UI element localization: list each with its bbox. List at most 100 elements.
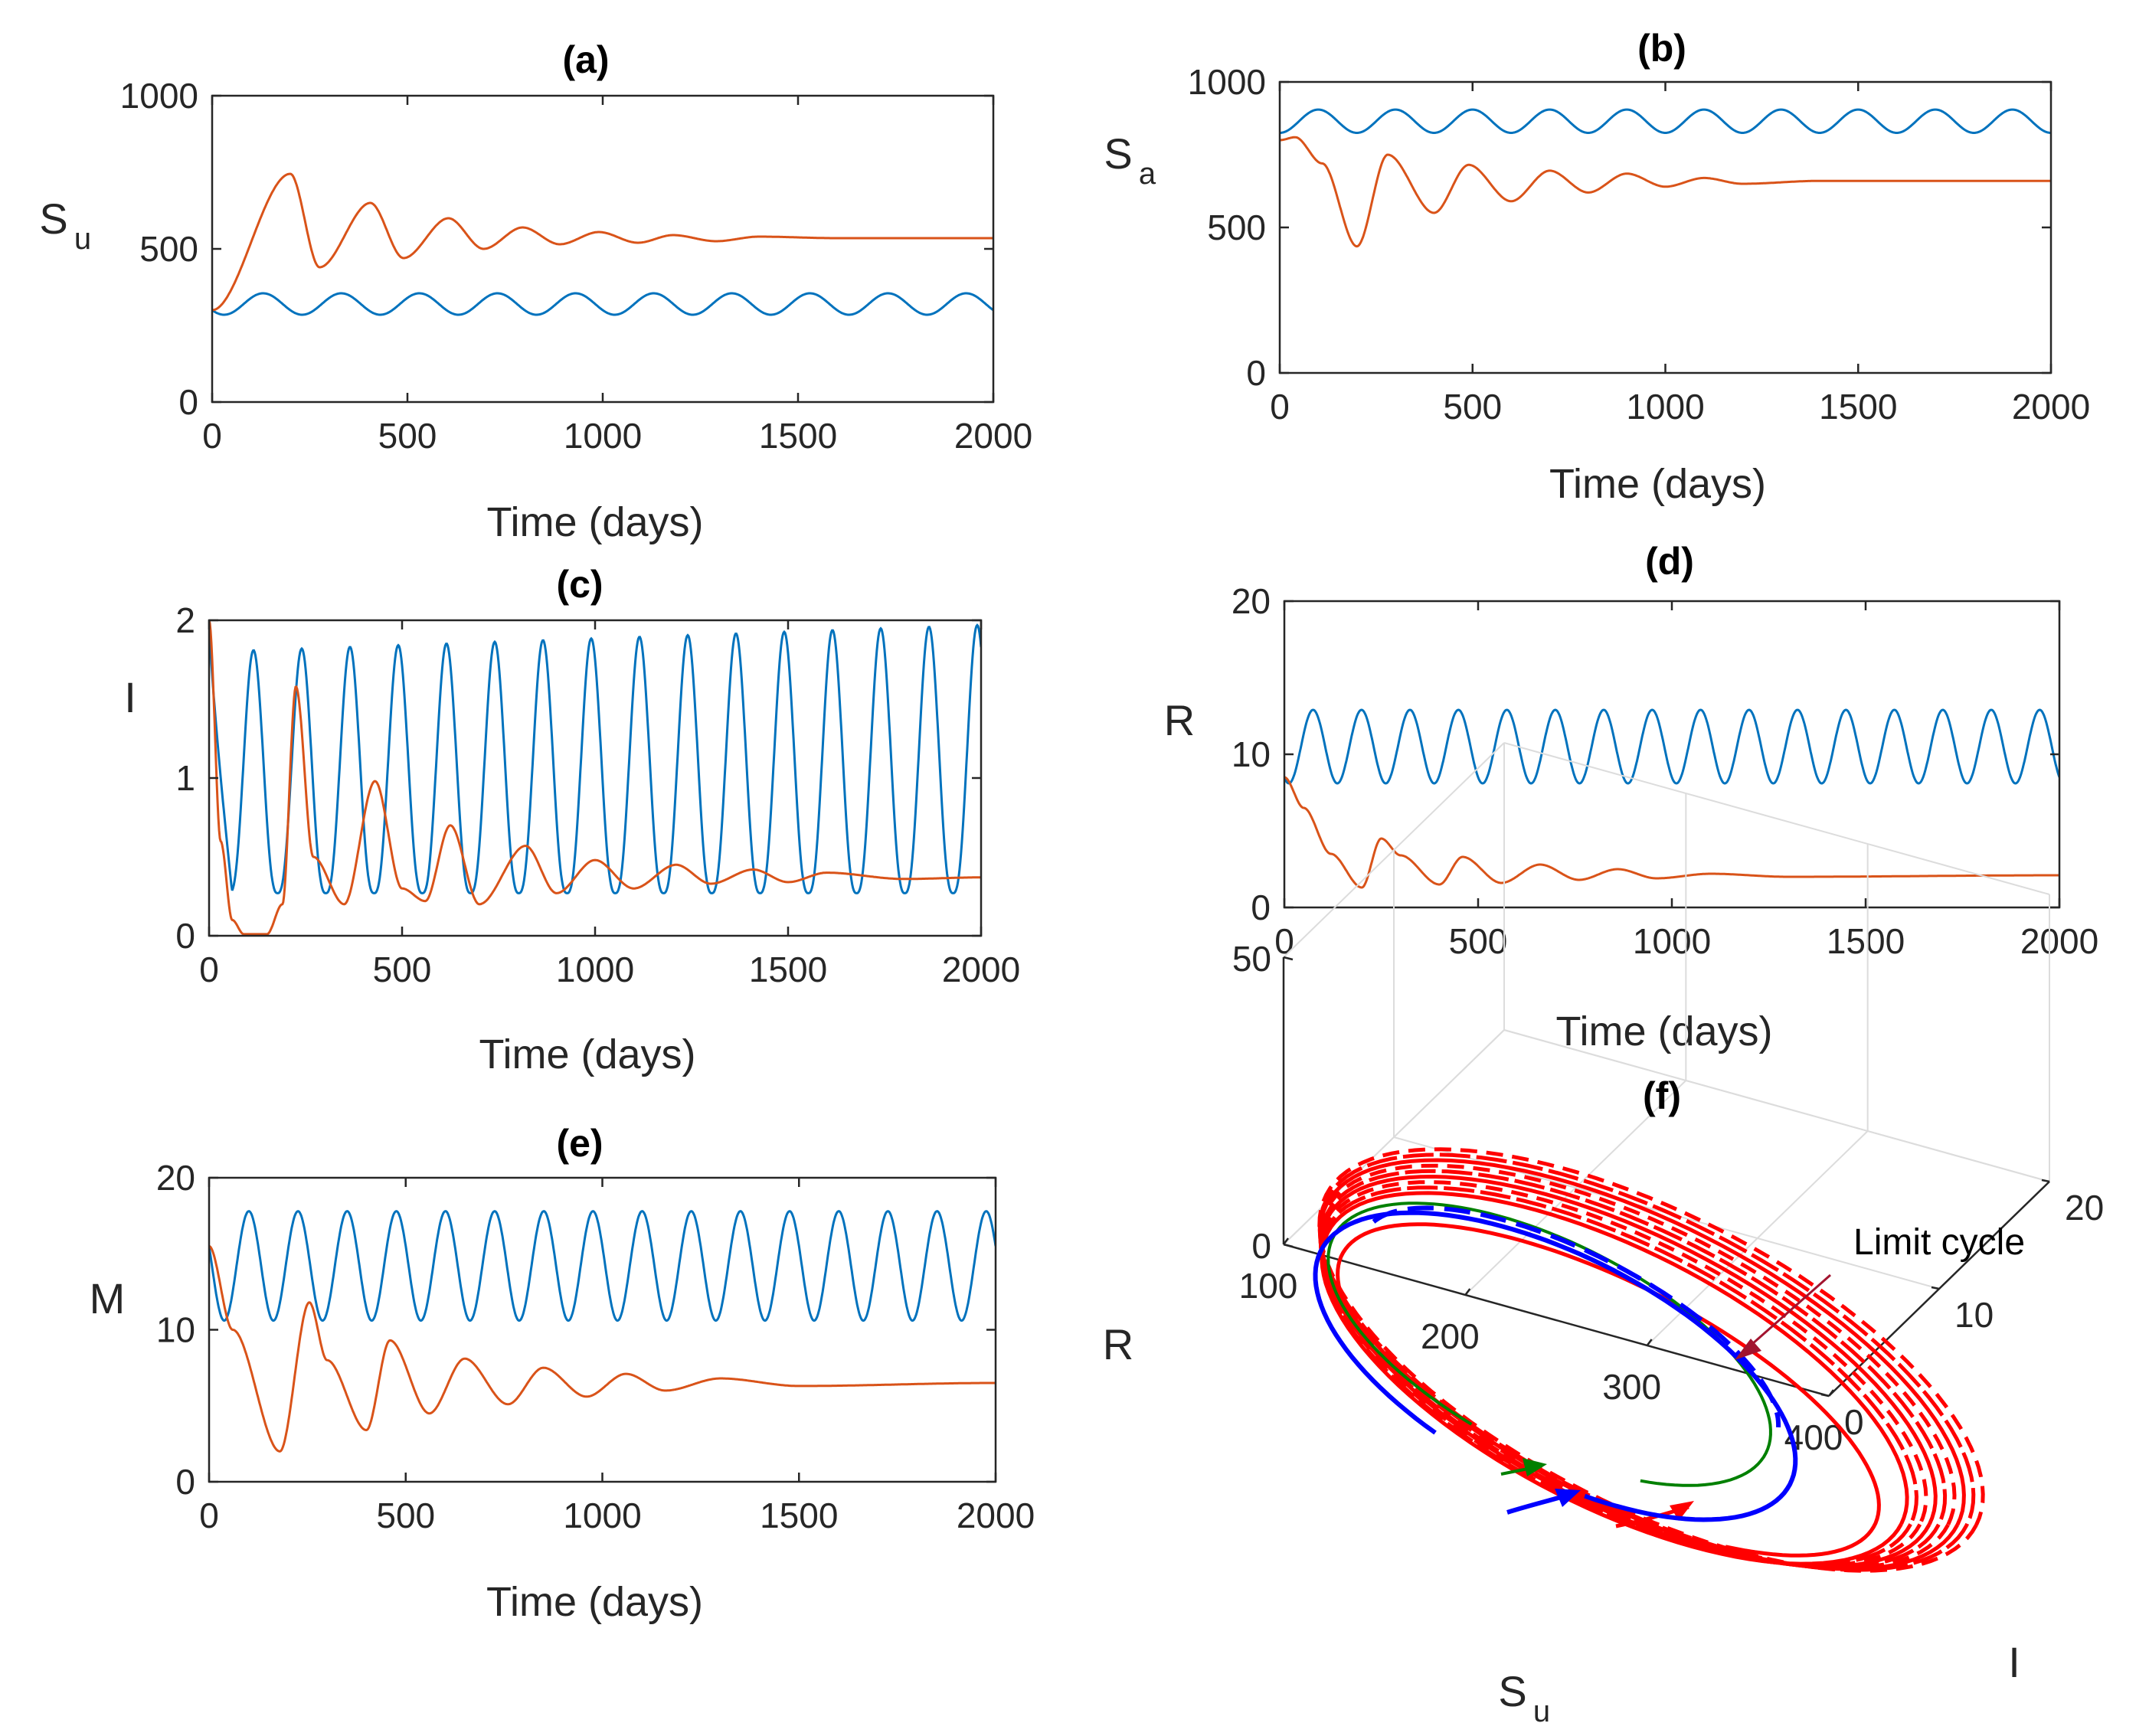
z-tick-label-f: 0 — [1251, 1226, 1271, 1266]
x-axis-label-a: Time (days) — [486, 499, 703, 545]
x-tick-label: 500 — [378, 416, 437, 456]
y-tick-label: 1 — [175, 758, 195, 798]
grid-sidewall-z — [1283, 742, 1505, 958]
series-blue-a — [212, 292, 993, 316]
x-tick-label: 1000 — [563, 1496, 641, 1535]
limit-cycle-arrowhead — [1735, 1339, 1761, 1360]
x-tick-label: 2000 — [954, 416, 1032, 456]
y-tick-label: 10 — [1232, 734, 1271, 774]
axes-frame-d — [1283, 600, 2061, 909]
axes-frame-b — [1278, 80, 2053, 374]
x-tick-label: 500 — [373, 950, 432, 989]
x-tick-label: 2000 — [942, 950, 1020, 989]
x-axis-line-f — [1283, 1243, 1830, 1398]
x-tick-label: 0 — [199, 1496, 219, 1535]
y-axis-label-d: R — [1164, 696, 1195, 744]
series-orange-e — [209, 1244, 996, 1453]
x-tick-label: 1500 — [1827, 921, 1905, 961]
panel-b: 0 500 1000 1500 2000 0 500 1000 (b) Time (days) S a — [1104, 27, 2090, 507]
y-tick-label: 0 — [1251, 888, 1271, 927]
blue-trajectory — [1313, 1210, 1798, 1522]
y-axis-label-sub-a: u — [74, 222, 91, 256]
y-tick-label: 2 — [175, 600, 195, 640]
x-axis-label-c: Time (days) — [479, 1031, 695, 1077]
x-tick-label: 1500 — [1819, 387, 1897, 427]
panel-title-d: (d) — [1645, 540, 1694, 583]
axes-frame-e — [208, 1176, 997, 1483]
y-tick-label-f: 10 — [1954, 1295, 1994, 1335]
red-trajectory-loop — [1320, 1191, 1909, 1566]
y-tick-mark-f — [1820, 1393, 1830, 1398]
x-axis-label-d: Time (days) — [1555, 1009, 1772, 1054]
x-tick-label: 0 — [1270, 387, 1290, 427]
y-tick-label: 20 — [156, 1158, 195, 1198]
y-tick-label: 0 — [178, 382, 198, 422]
y-axis-label-f: I — [2008, 1638, 2020, 1686]
y-tick-label: 1000 — [1188, 62, 1266, 102]
series-orange-c — [209, 620, 981, 936]
panel-title-a: (a) — [562, 38, 609, 81]
y-tick-mark-f — [2041, 1179, 2050, 1183]
x-tick-label: 1000 — [556, 950, 634, 989]
x-tick-label: 1000 — [1626, 387, 1704, 427]
series-blue-e — [209, 1210, 996, 1322]
x-tick-label: 1500 — [749, 950, 827, 989]
limit-cycle-annotation: Limit cycle — [1853, 1222, 2025, 1263]
green-trajectory — [1326, 1201, 1772, 1487]
panel-title-e: (e) — [556, 1122, 603, 1165]
series-orange-b — [1280, 136, 2051, 248]
y-tick-label: 10 — [156, 1310, 195, 1350]
y-axis-label-a: S — [39, 195, 67, 243]
z-tick-label-f: 50 — [1232, 939, 1271, 979]
x-tick-mark-f — [1646, 1339, 1653, 1346]
z-tick-mark-f — [1283, 956, 1294, 961]
x-tick-label: 0 — [199, 950, 219, 989]
x-tick-mark-f — [1464, 1288, 1471, 1296]
x-tick-label-f: 100 — [1239, 1266, 1298, 1306]
panel-c: 0 500 1000 1500 2000 0 1 2 (c) Time (days) I — [124, 563, 1020, 1077]
y-axis-label-sub-b: a — [1139, 157, 1156, 191]
grid-backwall-z — [1503, 742, 2050, 895]
x-tick-label: 2000 — [2020, 921, 2098, 961]
y-tick-label: 500 — [139, 229, 198, 269]
y-axis-label-b: S — [1104, 129, 1132, 178]
y-axis-label-e: M — [90, 1274, 126, 1322]
grid-backwall-z — [1503, 1029, 2050, 1182]
x-tick-label: 1000 — [1633, 921, 1711, 961]
x-tick-label-f: 200 — [1421, 1316, 1480, 1356]
x-tick-label: 0 — [202, 416, 222, 456]
y-tick-label: 0 — [175, 916, 195, 956]
grid-sidewall-z — [1283, 1029, 1505, 1245]
x-tick-label: 1500 — [760, 1496, 838, 1535]
y-axis-label-c: I — [124, 673, 136, 721]
y-tick-label: 0 — [175, 1462, 195, 1502]
limit-cycle-arrow-line — [1745, 1273, 1831, 1351]
y-tick-label: 1000 — [120, 76, 198, 116]
y-tick-mark-f — [1931, 1286, 1940, 1290]
x-axis-label-e: Time (days) — [486, 1579, 703, 1625]
x-axis-label-b: Time (days) — [1549, 461, 1766, 507]
panel-e: 0 500 1000 1500 2000 0 10 20 (e) Time (days) M — [90, 1122, 1035, 1625]
z-tick-mark-f — [1283, 1243, 1294, 1248]
green-direction-arrow — [1523, 1458, 1547, 1476]
x-tick-label: 500 — [1449, 921, 1508, 961]
x-tick-label: 0 — [1274, 921, 1294, 961]
axes-frame-a — [211, 94, 995, 404]
x-tick-mark-f — [1828, 1389, 1834, 1397]
panel-title-f: (f) — [1643, 1074, 1681, 1117]
x-tick-mark-f — [1283, 1237, 1289, 1245]
red-trajectory-loop — [1317, 1147, 1985, 1573]
red-direction-arrow — [1670, 1501, 1694, 1521]
x-tick-label-f: 300 — [1602, 1367, 1661, 1407]
y-tick-label: 0 — [1246, 353, 1266, 393]
series-blue-c — [209, 620, 981, 894]
x-axis-label-f: S — [1498, 1667, 1526, 1715]
series-blue-d — [1284, 708, 2059, 785]
panel-title-c: (c) — [556, 563, 603, 606]
blue-direction-arrow — [1555, 1489, 1581, 1507]
x-tick-label: 1500 — [759, 416, 837, 456]
x-tick-label: 1000 — [564, 416, 642, 456]
y-tick-label: 20 — [1232, 581, 1271, 621]
series-blue-b — [1280, 108, 2051, 134]
